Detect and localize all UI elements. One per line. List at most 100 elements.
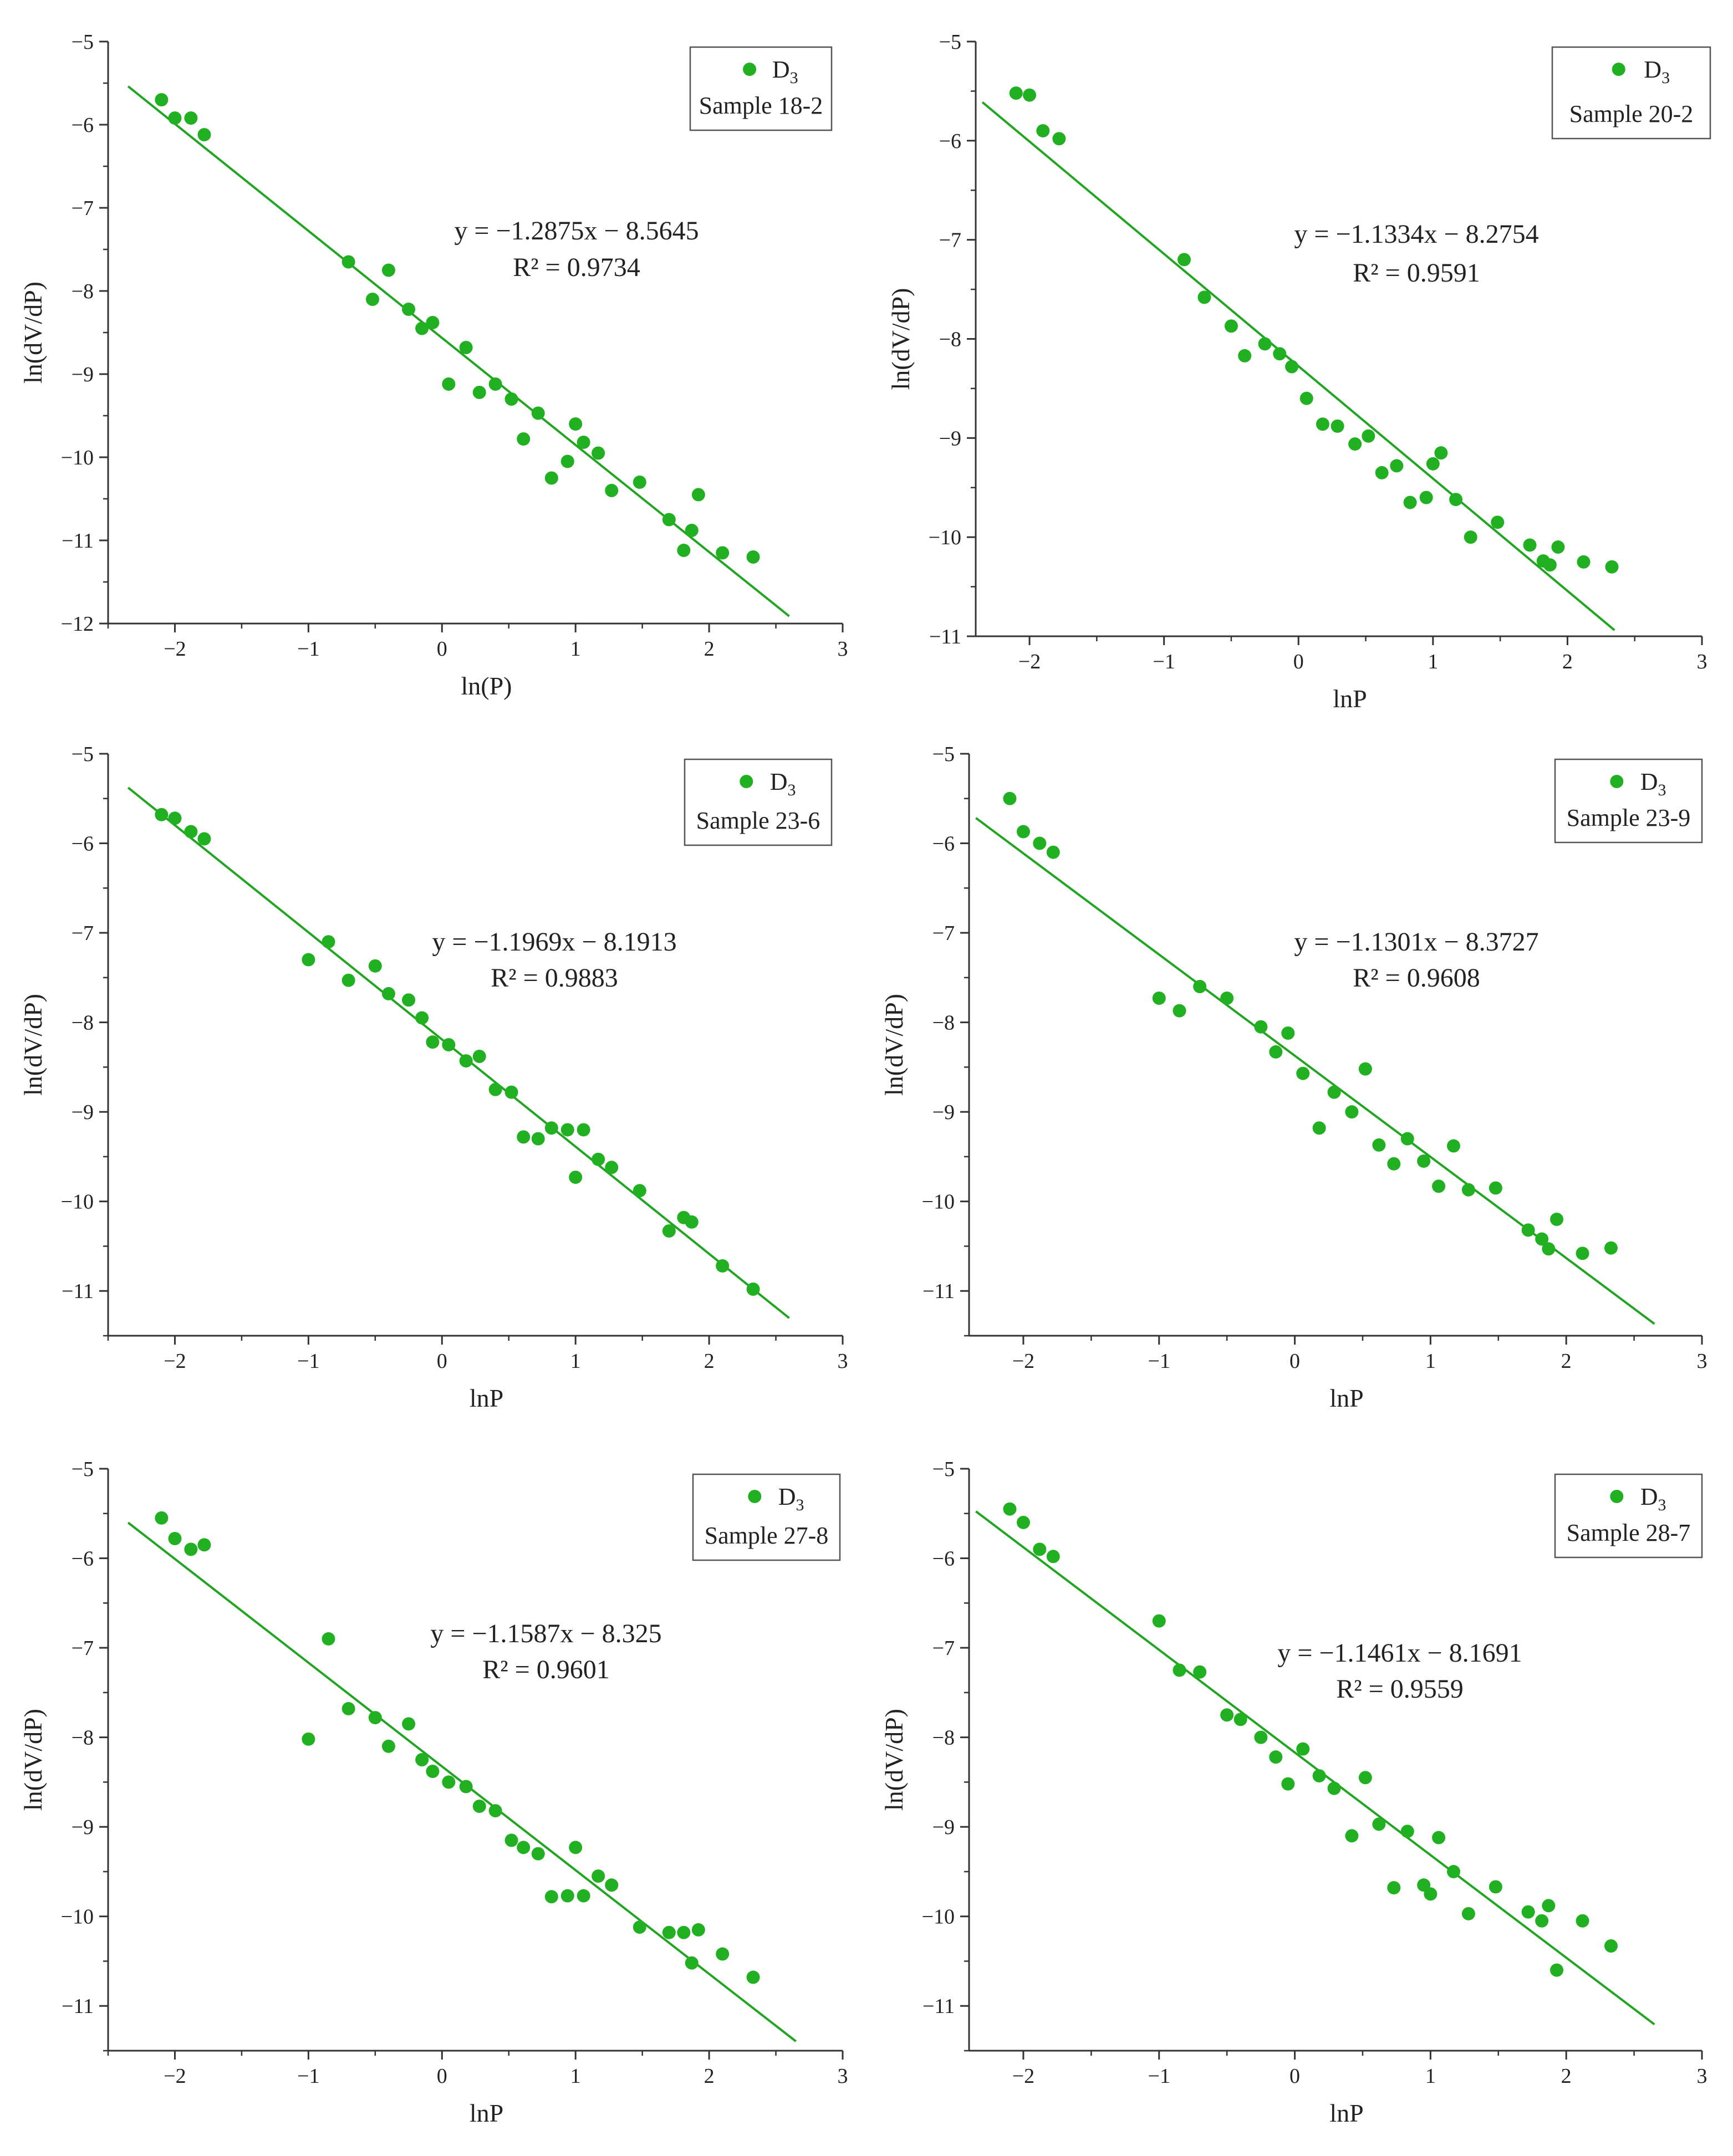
data-point [302, 953, 315, 967]
legend-marker [740, 775, 753, 788]
data-point [1576, 1914, 1589, 1928]
data-point [1033, 836, 1047, 850]
y-tick-label: −8 [72, 280, 94, 303]
fit-line [127, 786, 790, 1319]
y-tick-label: −9 [72, 1816, 94, 1839]
x-tick-label: 2 [704, 1350, 715, 1373]
data-point [155, 1511, 169, 1525]
y-tick-label: −7 [72, 1637, 94, 1660]
data-point [1296, 1742, 1310, 1756]
data-point [1036, 124, 1050, 137]
x-tick-label: 2 [704, 2065, 715, 2088]
x-tick-label: 0 [437, 2065, 447, 2088]
y-tick-label: −6 [72, 832, 94, 856]
fit-equation: y = −1.1301x − 8.3727 [1294, 927, 1538, 957]
data-point [531, 406, 545, 420]
sample-label: Sample 18-2 [699, 92, 823, 119]
data-point [1372, 1817, 1386, 1831]
fit-equation: y = −1.1334x − 8.2754 [1294, 219, 1538, 249]
sample-label: Sample 27-8 [705, 1522, 829, 1549]
data-point [415, 321, 429, 335]
data-point [1400, 1132, 1414, 1146]
data-point [1193, 980, 1207, 993]
y-tick-label: −11 [929, 625, 961, 648]
y-tick-label: −11 [62, 529, 94, 553]
data-point [472, 1050, 486, 1063]
data-point [184, 1542, 198, 1556]
legend-marker [748, 1490, 762, 1503]
y-tick-label: −6 [932, 832, 955, 856]
data-point [746, 1283, 760, 1296]
data-point [560, 1123, 574, 1137]
data-point [442, 1775, 456, 1789]
y-tick-label: −11 [62, 1280, 94, 1303]
data-point [366, 293, 379, 306]
y-tick-label: −9 [932, 1816, 955, 1839]
data-point [1576, 1246, 1589, 1260]
data-point [341, 1702, 355, 1715]
x-tick-label: 0 [437, 1350, 447, 1373]
data-point [716, 1259, 730, 1273]
data-point [1464, 530, 1477, 544]
data-point [1543, 558, 1557, 572]
data-point [592, 1869, 605, 1883]
data-point [155, 808, 169, 821]
data-point [1046, 845, 1060, 859]
legend-subscript: 3 [1658, 1496, 1666, 1514]
data-point [1003, 1502, 1017, 1516]
x-tick-label: 1 [1428, 650, 1438, 673]
x-axis-title: lnP [470, 1384, 503, 1412]
data-point [1173, 1004, 1186, 1018]
legend-box [689, 46, 833, 131]
data-point [1345, 1105, 1359, 1119]
legend-subscript: 3 [1658, 781, 1666, 799]
y-tick-label: −6 [932, 1547, 955, 1571]
x-tick-label: 1 [570, 2065, 581, 2088]
x-tick-label: −2 [1012, 2065, 1034, 2088]
legend-subscript: 3 [790, 69, 798, 87]
data-point [1316, 417, 1329, 431]
data-point [1193, 1665, 1207, 1679]
data-point [1016, 1515, 1030, 1529]
data-point [1577, 555, 1591, 569]
x-tick-label: −2 [1012, 1350, 1034, 1373]
y-tick-label: −9 [72, 1101, 94, 1124]
data-point [1173, 1663, 1186, 1677]
data-point [1285, 360, 1299, 374]
data-point [605, 1161, 619, 1174]
data-point [504, 1833, 518, 1847]
y-tick-label: −7 [939, 229, 961, 252]
y-tick-label: −12 [61, 612, 94, 636]
data-point [1550, 1963, 1564, 1977]
data-point [426, 1035, 440, 1049]
data-point [1358, 1771, 1372, 1785]
x-tick-label: 3 [1697, 650, 1707, 673]
data-point [1604, 1241, 1618, 1255]
fit-line [127, 85, 790, 617]
data-point [197, 128, 211, 141]
data-point [677, 544, 691, 557]
data-point [1446, 1864, 1460, 1878]
data-point [560, 454, 574, 468]
data-point [577, 1123, 590, 1137]
data-point [1424, 1887, 1438, 1901]
legend-subscript: 3 [787, 781, 796, 799]
data-point [1234, 1713, 1247, 1726]
y-tick-label: −6 [939, 130, 961, 153]
data-point [459, 341, 473, 354]
y-tick-label: −10 [922, 1905, 955, 1929]
data-point [168, 811, 182, 825]
data-point [197, 832, 211, 846]
data-point [1220, 1708, 1234, 1722]
data-point [415, 1011, 429, 1025]
x-tick-label: 2 [1562, 650, 1573, 673]
data-point [691, 488, 705, 502]
data-point [577, 436, 590, 449]
data-point [544, 471, 558, 485]
fit-equation: y = −1.1587x − 8.325 [430, 1619, 661, 1648]
data-point [402, 1717, 416, 1731]
data-point [1224, 319, 1238, 333]
data-point [685, 1215, 699, 1229]
